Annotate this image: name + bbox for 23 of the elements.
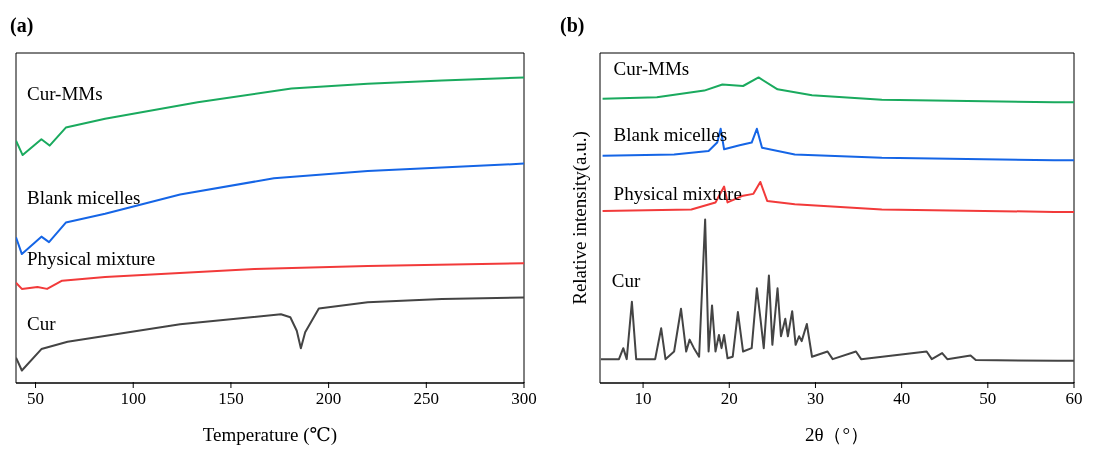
series-label: Cur	[27, 312, 57, 334]
x-axis-title: Temperature (℃)	[202, 424, 338, 446]
x-tick-label: 60	[1065, 389, 1083, 408]
x-tick-label: 150	[218, 389, 244, 408]
x-tick-label: 20	[720, 389, 738, 408]
x-tick-label: 10	[634, 389, 652, 408]
x-tick-label: 300	[511, 389, 537, 408]
chart-title: (b)	[560, 14, 585, 37]
x-tick-label: 50	[979, 389, 997, 408]
series-label: Cur-MMs	[613, 57, 690, 79]
series-label: Physical mixture	[27, 247, 156, 269]
x-tick-label: 50	[27, 389, 45, 408]
series-label: Blank micelles	[27, 187, 141, 209]
series-label: Cur-MMs	[27, 82, 103, 104]
x-axis-title: 2θ（°）	[804, 424, 870, 445]
x-tick-label: 100	[120, 389, 146, 408]
series-label: Cur	[611, 270, 642, 292]
x-tick-label: 200	[315, 389, 342, 408]
y-axis-title: Relative intensity(a.u.)	[569, 131, 591, 305]
x-tick-label: 30	[806, 389, 824, 408]
chart-title: (a)	[10, 14, 34, 37]
x-tick-label: 250	[413, 389, 440, 408]
x-tick-label: 40	[893, 389, 911, 408]
